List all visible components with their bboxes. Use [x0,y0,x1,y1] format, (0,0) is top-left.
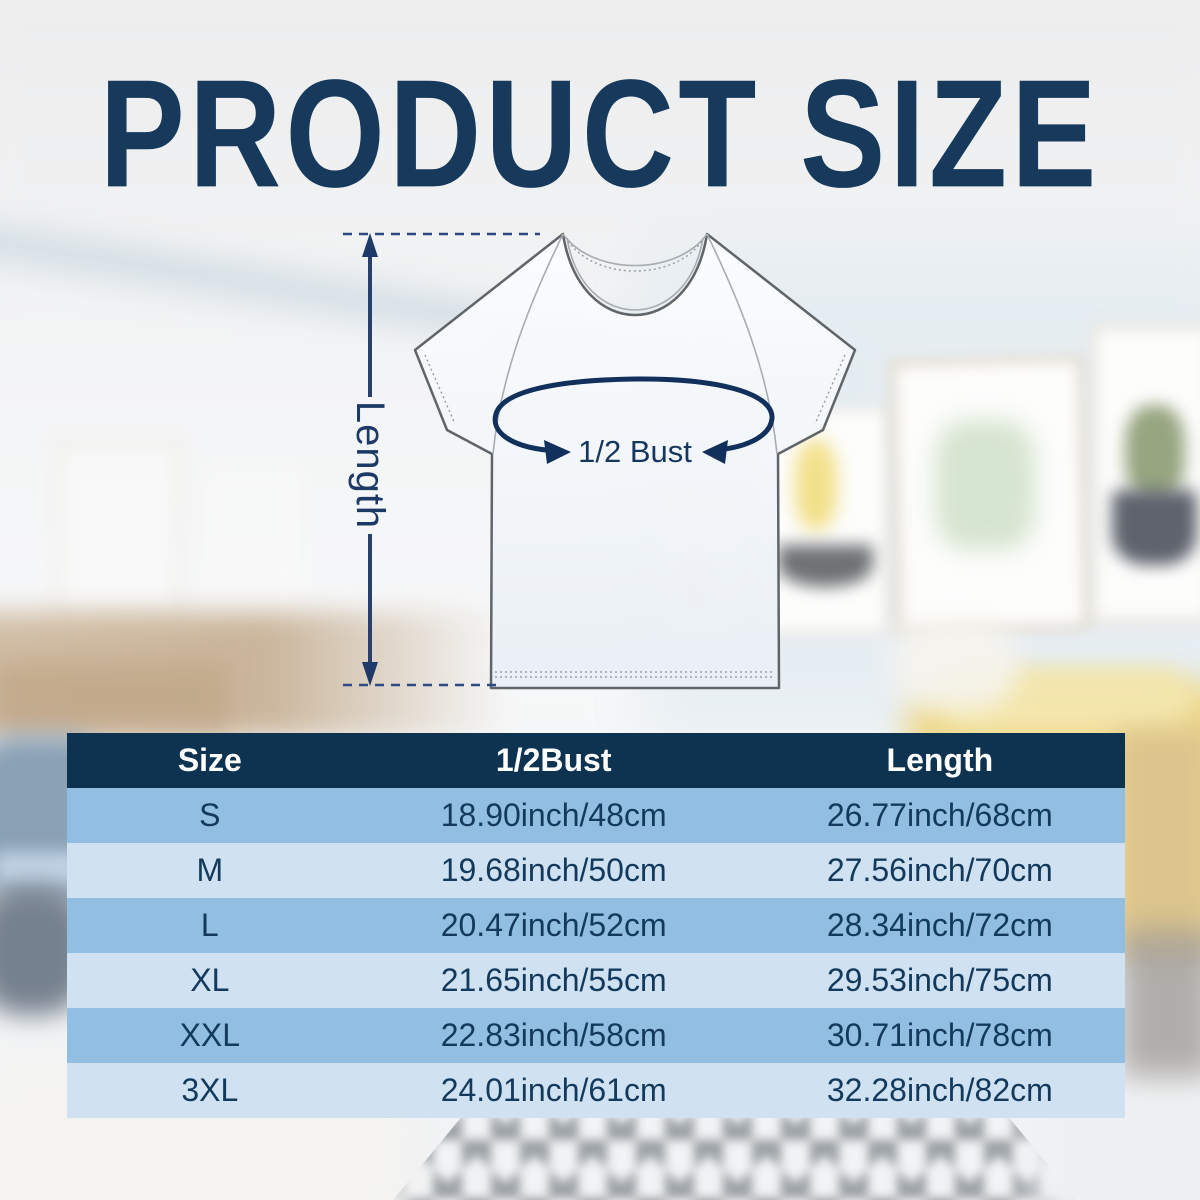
frame-artwork [778,545,873,587]
cell-size: L [200,907,219,943]
arrow-up-icon [362,233,378,257]
cell-size: S [199,797,221,833]
bust-dimension: 1/2 Bust [492,376,775,469]
collar-stitching [567,240,703,272]
page-title: PRODUCT SIZE [99,48,1101,221]
collar-inner-line [566,237,704,311]
cell-size: XL [190,962,230,998]
header-bust: 1/2Bust [495,742,612,778]
cell-bust: 18.90inch/48cm [440,797,667,833]
frame-artwork [795,440,837,530]
cell-length: 27.56inch/70cm [826,852,1053,888]
floor-shadow [1120,930,1200,1100]
table-row: L 20.47inch/52cm 28.34inch/72cm [67,898,1125,953]
bust-label: 1/2 Bust [578,434,692,469]
table-row: XXL 22.83inch/58cm 30.71inch/78cm [67,1008,1125,1063]
cell-size: M [196,852,224,888]
cushion [893,618,1018,710]
table-row: M 19.68inch/50cm 27.56inch/70cm [67,843,1125,898]
cell-bust: 21.65inch/55cm [440,962,667,998]
cell-length: 28.34inch/72cm [826,907,1053,943]
cell-length: 30.71inch/78cm [826,1017,1053,1053]
cell-length: 32.28inch/82cm [826,1072,1053,1108]
arrow-right-icon [544,440,571,464]
length-dimension: Length [343,232,540,687]
cell-length: 26.77inch/68cm [826,797,1053,833]
size-table: Size 1/2Bust Length S 18.90inch/48cm 26.… [67,733,1125,1118]
header-size: Size [177,742,242,778]
table-row: S 18.90inch/48cm 26.77inch/68cm [67,788,1125,843]
table-row: XL 21.65inch/55cm 29.53inch/75cm [67,953,1125,1008]
header-length: Length [886,742,994,778]
picture-frame [205,465,300,615]
length-label: Length [348,401,392,529]
cell-size: 3XL [181,1072,239,1108]
frame-artwork [1125,405,1185,500]
table-header-row: Size 1/2Bust Length [67,733,1125,788]
table-row: 3XL 24.01inch/61cm 32.28inch/82cm [67,1063,1125,1118]
tshirt-outline [413,232,857,690]
arrow-left-icon [702,440,728,464]
tshirt-drawing [413,232,857,690]
cell-bust: 24.01inch/61cm [440,1072,667,1108]
cell-bust: 19.68inch/50cm [440,852,667,888]
cell-length: 29.53inch/75cm [826,962,1053,998]
tshirt-measurement-diagram: Length 1/2 Bust [335,222,895,692]
cell-bust: 22.83inch/58cm [440,1017,667,1053]
cell-size: XXL [179,1017,241,1053]
arrow-down-icon [362,662,378,686]
pillow [0,852,80,890]
frame-artwork [1112,490,1197,565]
cell-bust: 20.47inch/52cm [440,907,667,943]
picture-frame [55,440,182,622]
wooden-bench [0,660,230,730]
bust-ellipse-arrow [492,376,775,454]
collar-back-line [562,233,708,267]
yellow-couch [1118,730,1200,960]
frame-artwork [935,420,1035,550]
